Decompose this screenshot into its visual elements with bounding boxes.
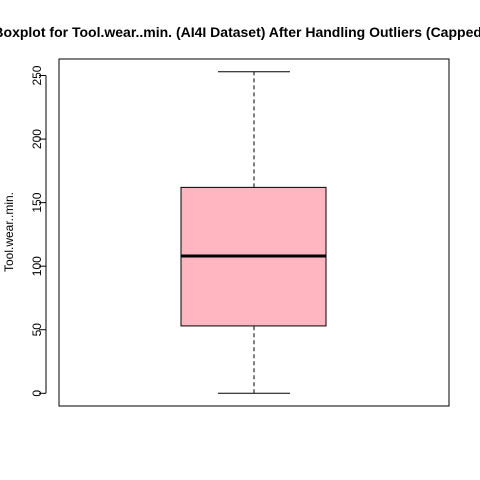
- y-tick-label: 50: [30, 323, 44, 337]
- chart-title: Boxplot for Tool.wear..min. (AI4I Datase…: [0, 24, 480, 40]
- y-tick-label: 100: [30, 256, 44, 276]
- y-tick-label: 200: [30, 129, 44, 149]
- plot-frame: [58, 58, 450, 407]
- y-tick-label: 250: [30, 65, 44, 85]
- y-axis-label: Tool.wear..min.: [2, 192, 16, 272]
- y-tick-label: 0: [30, 390, 44, 397]
- y-tick-label: 150: [30, 192, 44, 212]
- y-axis: 0 50 100 150 200 250: [30, 65, 47, 397]
- box-layer: [180, 71, 327, 394]
